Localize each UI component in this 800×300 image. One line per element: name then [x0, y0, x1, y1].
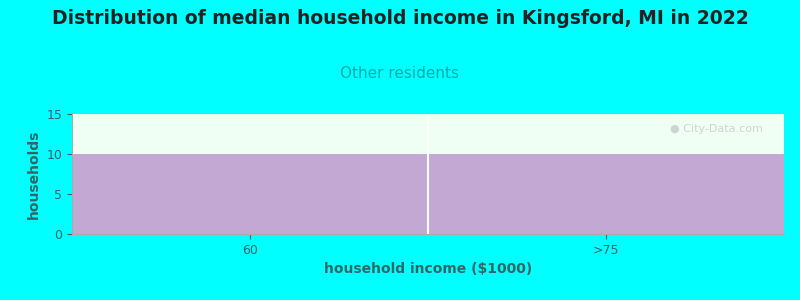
Text: Other residents: Other residents — [341, 66, 459, 81]
Y-axis label: households: households — [27, 129, 41, 219]
X-axis label: household income ($1000): household income ($1000) — [324, 262, 532, 276]
Bar — [72, 154, 428, 234]
Text: ● City-Data.com: ● City-Data.com — [670, 124, 762, 134]
Bar — [428, 154, 784, 234]
Text: Distribution of median household income in Kingsford, MI in 2022: Distribution of median household income … — [52, 9, 748, 28]
